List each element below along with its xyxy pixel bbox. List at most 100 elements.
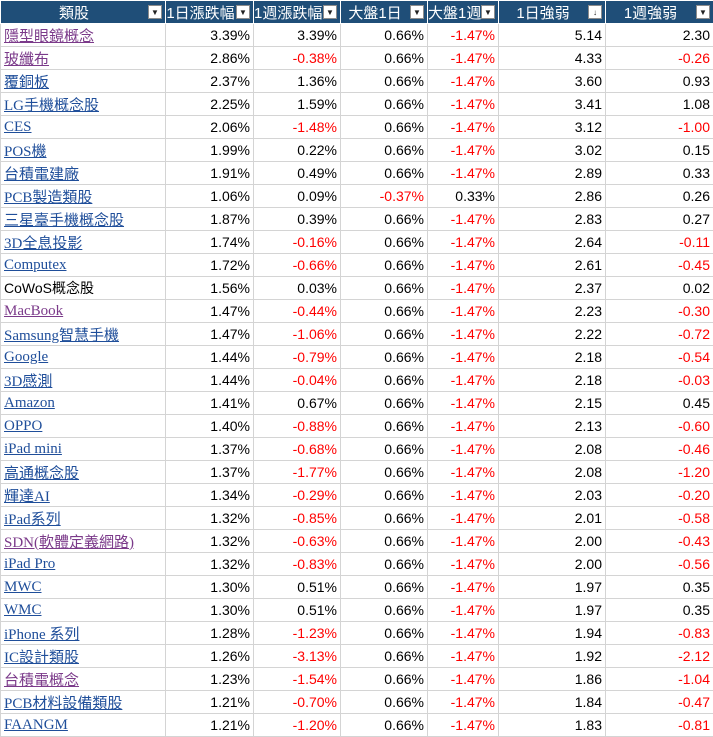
cell-1w-strength: -0.56 [605, 552, 713, 576]
cell-1w-strength: 0.02 [605, 276, 713, 300]
sector-link[interactable]: Google [4, 348, 49, 365]
cell-1d-strength: 1.84 [498, 690, 606, 714]
cell-market-1w: -1.47% [427, 529, 499, 553]
cell-1w-change: -0.68% [253, 437, 341, 461]
cell-1d-strength: 5.14 [498, 23, 606, 47]
cell-1w-change: 1.59% [253, 92, 341, 116]
sort-descending-filter-icon[interactable]: ↓ [588, 5, 602, 19]
sector-link[interactable]: Computex [4, 256, 67, 273]
cell-1w-change: -0.63% [253, 529, 341, 553]
cell-1d-strength: 2.18 [498, 368, 606, 392]
cell-1d-change: 1.30% [165, 575, 254, 599]
cell-sector-name: iPad Pro [0, 552, 166, 576]
cell-1w-strength: -0.30 [605, 299, 713, 323]
cell-1d-strength: 2.00 [498, 552, 606, 576]
col-header-sector: 類股 ▼ [0, 0, 166, 24]
sector-link[interactable]: 玻纖布 [4, 51, 50, 68]
cell-sector-name: PCB材料設備類股 [0, 690, 166, 714]
filter-dropdown-icon[interactable]: ▼ [410, 5, 424, 19]
cell-market-1w: -1.47% [427, 713, 499, 737]
cell-1d-strength: 3.12 [498, 115, 606, 139]
cell-1w-strength: 0.27 [605, 207, 713, 231]
cell-market-1w: -1.47% [427, 207, 499, 231]
sector-link[interactable]: 3D感測 [4, 373, 53, 390]
header-label: 1日強弱 [516, 4, 570, 22]
sector-link[interactable]: PCB製造類股 [4, 189, 93, 206]
sector-link[interactable]: iPhone 系列 [4, 626, 80, 643]
cell-market-1w: -1.47% [427, 690, 499, 714]
cell-market-1d: 0.66% [340, 345, 428, 369]
filter-dropdown-icon[interactable]: ▼ [481, 5, 495, 19]
cell-sector-name: WMC [0, 598, 166, 622]
filter-dropdown-icon[interactable]: ▼ [148, 5, 162, 19]
cell-1w-change: -0.66% [253, 253, 341, 277]
sector-link[interactable]: CES [4, 118, 32, 135]
cell-1w-change: 0.09% [253, 184, 341, 208]
sector-link[interactable]: SDN(軟體定義網路) [4, 534, 134, 551]
cell-1d-change: 1.37% [165, 437, 254, 461]
table-row: Samsung智慧手機 1.47% -1.06% 0.66% -1.47% 2.22 -0.… [0, 322, 713, 346]
cell-sector-name: POS機 [0, 138, 166, 162]
sector-link[interactable]: iPad Pro [4, 555, 56, 572]
sector-link[interactable]: iPad系列 [4, 511, 61, 528]
cell-1w-strength: -0.54 [605, 345, 713, 369]
cell-market-1w: 0.33% [427, 184, 499, 208]
cell-market-1d: 0.66% [340, 299, 428, 323]
sector-link[interactable]: 台積電概念 [4, 672, 80, 689]
cell-sector-name: LG手機概念股 [0, 92, 166, 116]
sector-link[interactable]: PCB材料設備類股 [4, 695, 123, 712]
sector-link[interactable]: POS機 [4, 143, 47, 160]
cell-sector-name: Computex [0, 253, 166, 277]
sector-link[interactable]: 輝達AI [4, 488, 50, 505]
cell-1w-change: -0.85% [253, 506, 341, 530]
cell-market-1w: -1.47% [427, 69, 499, 93]
cell-market-1d: 0.66% [340, 23, 428, 47]
sector-link[interactable]: 高通概念股 [4, 465, 80, 482]
cell-sector-name: iPad mini [0, 437, 166, 461]
cell-1w-change: 0.67% [253, 391, 341, 415]
sector-link[interactable]: IC設計類股 [4, 649, 80, 666]
cell-sector-name: Amazon [0, 391, 166, 415]
sector-link[interactable]: 隱型眼鏡概念 [4, 28, 95, 45]
cell-market-1w: -1.47% [427, 437, 499, 461]
sector-link[interactable]: FAANGM [4, 716, 68, 733]
cell-1d-change: 1.91% [165, 161, 254, 185]
cell-1w-change: 0.51% [253, 575, 341, 599]
header-label: 大盤1週 [428, 4, 482, 22]
sector-link[interactable]: OPPO [4, 417, 43, 434]
table-row: PCB材料設備類股 1.21% -0.70% 0.66% -1.47% 1.84 -0.47 [0, 690, 713, 714]
sector-link[interactable]: WMC [4, 601, 42, 618]
cell-market-1w: -1.47% [427, 575, 499, 599]
sector-link[interactable]: 覆銅板 [4, 74, 50, 91]
table-row: CoWoS概念股 1.56% 0.03% 0.66% -1.47% 2.37 0.02 [0, 276, 713, 300]
sector-link[interactable]: 三星臺手機概念股 [4, 212, 125, 229]
table-row: iPad系列 1.32% -0.85% 0.66% -1.47% 2.01 -0.58 [0, 506, 713, 530]
col-header-1d-strength: 1日強弱 ↓ [498, 0, 606, 24]
cell-market-1d: 0.66% [340, 437, 428, 461]
sector-link[interactable]: 3D全息投影 [4, 235, 83, 252]
cell-1d-change: 1.41% [165, 391, 254, 415]
cell-1w-strength: -0.26 [605, 46, 713, 70]
cell-1d-strength: 2.15 [498, 391, 606, 415]
cell-1d-strength: 2.13 [498, 414, 606, 438]
cell-market-1d: 0.66% [340, 483, 428, 507]
filter-dropdown-icon[interactable]: ▼ [323, 5, 337, 19]
sector-link[interactable]: iPad mini [4, 440, 62, 457]
sector-link[interactable]: MacBook [4, 302, 64, 319]
table-row: 台積電概念 1.23% -1.54% 0.66% -1.47% 1.86 -1.04 [0, 667, 713, 691]
cell-1d-change: 1.32% [165, 506, 254, 530]
sector-link[interactable]: MWC [4, 578, 42, 595]
filter-dropdown-icon[interactable]: ▼ [696, 5, 710, 19]
sector-link[interactable]: LG手機概念股 [4, 97, 99, 114]
filter-dropdown-icon[interactable]: ▼ [236, 5, 250, 19]
cell-1w-strength: -0.46 [605, 437, 713, 461]
cell-market-1w: -1.47% [427, 598, 499, 622]
sector-link[interactable]: Samsung智慧手機 [4, 327, 120, 344]
table-body: 隱型眼鏡概念 3.39% 3.39% 0.66% -1.47% 5.14 2.30 玻纖布 2.… [0, 23, 713, 737]
cell-market-1d: 0.66% [340, 460, 428, 484]
cell-1w-strength: -0.45 [605, 253, 713, 277]
cell-1w-change: -0.83% [253, 552, 341, 576]
sector-link[interactable]: Amazon [4, 394, 55, 411]
sector-link[interactable]: 台積電建廠 [4, 166, 80, 183]
cell-market-1d: 0.66% [340, 414, 428, 438]
